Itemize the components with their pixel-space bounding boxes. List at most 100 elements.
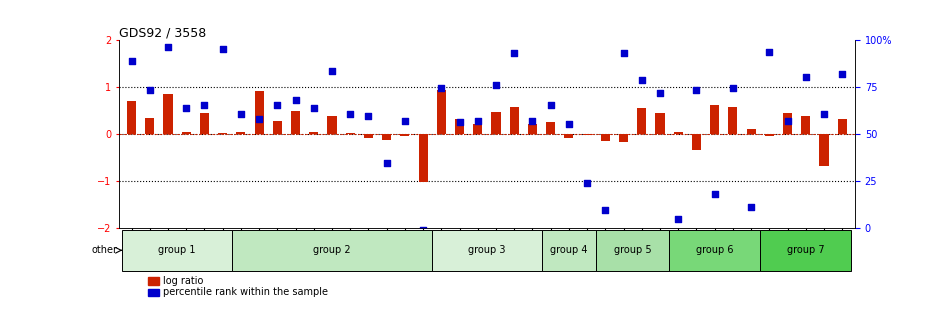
Text: other: other [92, 245, 118, 255]
Point [306, 106, 321, 111]
Point [816, 112, 831, 117]
Point [179, 106, 194, 111]
Point [580, 180, 595, 186]
Bar [145, 118, 154, 134]
Bar [820, 134, 828, 166]
Text: group 3: group 3 [468, 245, 505, 255]
Point [524, 118, 540, 124]
Bar [181, 132, 191, 134]
Text: GDS92 / 3558: GDS92 / 3558 [119, 26, 206, 39]
Point [506, 51, 522, 56]
Bar [582, 134, 592, 135]
Text: group 6: group 6 [696, 245, 733, 255]
Bar [692, 134, 701, 151]
Bar [509, 107, 519, 134]
Bar [637, 108, 646, 134]
Bar [473, 124, 483, 134]
Bar [382, 134, 391, 140]
Point [124, 59, 139, 64]
FancyBboxPatch shape [232, 230, 432, 270]
FancyBboxPatch shape [669, 230, 760, 270]
Point [288, 98, 303, 103]
Bar [801, 116, 810, 134]
FancyBboxPatch shape [760, 230, 851, 270]
Bar [346, 133, 354, 134]
Text: group 4: group 4 [550, 245, 588, 255]
Point [234, 112, 249, 117]
Point [452, 120, 467, 125]
Bar [838, 119, 846, 134]
Bar [364, 134, 373, 138]
Point [598, 207, 613, 213]
Point [798, 74, 813, 80]
Text: log ratio: log ratio [163, 276, 203, 286]
Bar [455, 119, 465, 134]
Text: group 1: group 1 [159, 245, 196, 255]
Point [707, 192, 722, 197]
Point [197, 102, 212, 108]
Point [635, 78, 650, 83]
Bar [528, 124, 537, 134]
Point [361, 114, 376, 119]
Point [671, 217, 686, 222]
Bar [710, 105, 719, 134]
Bar [291, 111, 300, 134]
Bar [674, 132, 683, 134]
Bar [148, 289, 160, 296]
Text: group 2: group 2 [314, 245, 351, 255]
Bar [747, 129, 755, 134]
Bar [218, 133, 227, 134]
Bar [237, 132, 245, 134]
FancyBboxPatch shape [123, 230, 232, 270]
Bar [419, 134, 428, 182]
Point [653, 90, 668, 95]
Point [835, 71, 850, 77]
Text: group 7: group 7 [787, 245, 825, 255]
Point [780, 118, 795, 124]
Bar [255, 91, 264, 134]
Point [397, 118, 412, 124]
Point [215, 46, 230, 51]
Point [470, 118, 485, 124]
Point [343, 112, 358, 117]
Bar [127, 101, 136, 134]
Point [561, 121, 577, 126]
Bar [619, 134, 628, 142]
Bar [273, 121, 282, 134]
Point [543, 102, 559, 108]
FancyBboxPatch shape [432, 230, 542, 270]
Point [379, 160, 394, 166]
Bar [437, 89, 446, 134]
FancyBboxPatch shape [542, 230, 597, 270]
Bar [200, 113, 209, 134]
Bar [328, 116, 336, 134]
Point [616, 51, 631, 56]
Bar [400, 134, 409, 136]
Point [415, 227, 430, 233]
Bar [765, 134, 774, 136]
Point [689, 87, 704, 92]
Point [270, 102, 285, 108]
Bar [546, 122, 555, 134]
Bar [564, 134, 574, 138]
Bar [309, 132, 318, 134]
Point [252, 116, 267, 122]
Point [725, 85, 740, 91]
Bar [491, 112, 501, 134]
Point [762, 49, 777, 55]
Bar [729, 107, 737, 134]
Bar [600, 134, 610, 141]
Point [488, 82, 504, 88]
Bar [148, 277, 160, 285]
Point [161, 45, 176, 50]
FancyBboxPatch shape [597, 230, 669, 270]
Bar [783, 113, 792, 134]
Point [744, 204, 759, 209]
Bar [656, 113, 665, 134]
Point [324, 68, 339, 74]
Point [434, 85, 449, 91]
Text: group 5: group 5 [614, 245, 652, 255]
Point [142, 87, 158, 92]
Text: percentile rank within the sample: percentile rank within the sample [163, 288, 328, 297]
Bar [163, 94, 173, 134]
